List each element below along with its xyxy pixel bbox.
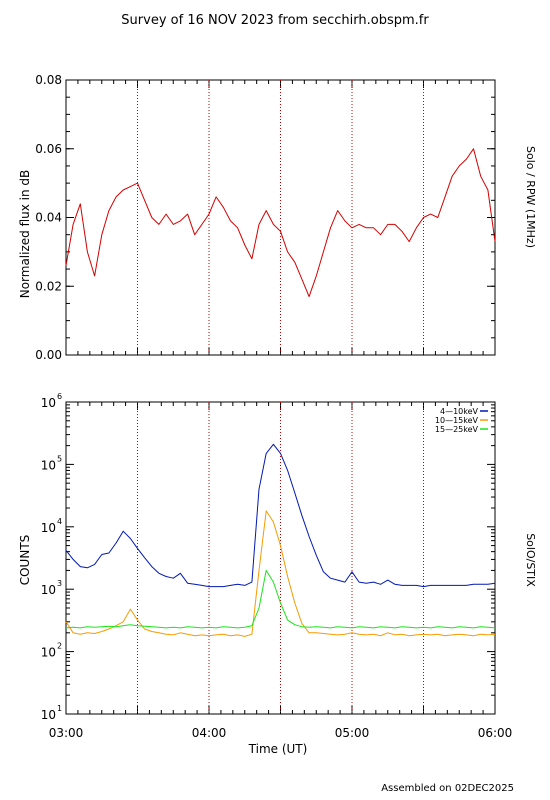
stix-y-tick-exponent: 3 xyxy=(57,579,62,588)
stix-y-tick-exponent: 1 xyxy=(57,704,62,713)
legend-label-4-10kev: 4—10keV xyxy=(440,407,479,416)
rpw-y-tick-label: 0.00 xyxy=(35,348,62,362)
stix-y-tick-label: 10 xyxy=(41,583,56,597)
x-tick-label: 06:00 xyxy=(478,726,513,740)
x-tick-label: 04:00 xyxy=(192,726,227,740)
stix-4-10kev-series-line xyxy=(65,443,496,588)
rpw-panel: 0.00 0.02 0.04 0.06 0.08 xyxy=(35,73,496,362)
stix-y-tick-label: 10 xyxy=(41,646,56,660)
stix-15-25kev-series-line xyxy=(65,569,496,629)
rpw-flux-series-line xyxy=(65,148,496,298)
rpw-y-tick-label: 0.06 xyxy=(35,142,62,156)
rpw-frame xyxy=(65,79,496,356)
rpw-instrument-label: Solo / RPW (1MHz) xyxy=(524,146,537,248)
stix-y-tick-exponent: 4 xyxy=(57,517,62,526)
x-tick-label: 03:00 xyxy=(49,726,84,740)
stix-y-tick-label: 10 xyxy=(41,521,56,535)
stix-y-tick-exponent: 6 xyxy=(57,392,62,401)
stix-ylabel: COUNTS xyxy=(18,535,32,586)
assembled-footer: Assembled on 02DEC2025 xyxy=(381,783,514,794)
figure-title: Survey of 16 NOV 2023 from secchirh.obsp… xyxy=(121,13,429,28)
x-tick-label: 05:00 xyxy=(335,726,370,740)
stix-y-tick-exponent: 2 xyxy=(57,642,62,651)
stix-10-15kev-series-line xyxy=(65,510,496,637)
rpw-y-tick-label: 0.02 xyxy=(35,279,62,293)
rpw-y-tick-label: 0.08 xyxy=(35,73,62,87)
stix-y-tick-exponent: 5 xyxy=(57,454,62,463)
stix-y-tick-label: 10 xyxy=(41,396,56,410)
legend-label-15-25kev: 15—25keV xyxy=(435,425,479,434)
legend-label-10-15kev: 10—15keV xyxy=(435,416,479,425)
stix-y-tick-label: 10 xyxy=(41,458,56,472)
rpw-y-tick-label: 0.04 xyxy=(35,211,62,225)
x-axis-label: Time (UT) xyxy=(248,742,308,756)
stix-y-tick-label: 10 xyxy=(41,708,56,722)
rpw-ylabel: Normalized flux in dB xyxy=(18,170,32,299)
stix-instrument-label: SolO/STIX xyxy=(524,533,537,587)
